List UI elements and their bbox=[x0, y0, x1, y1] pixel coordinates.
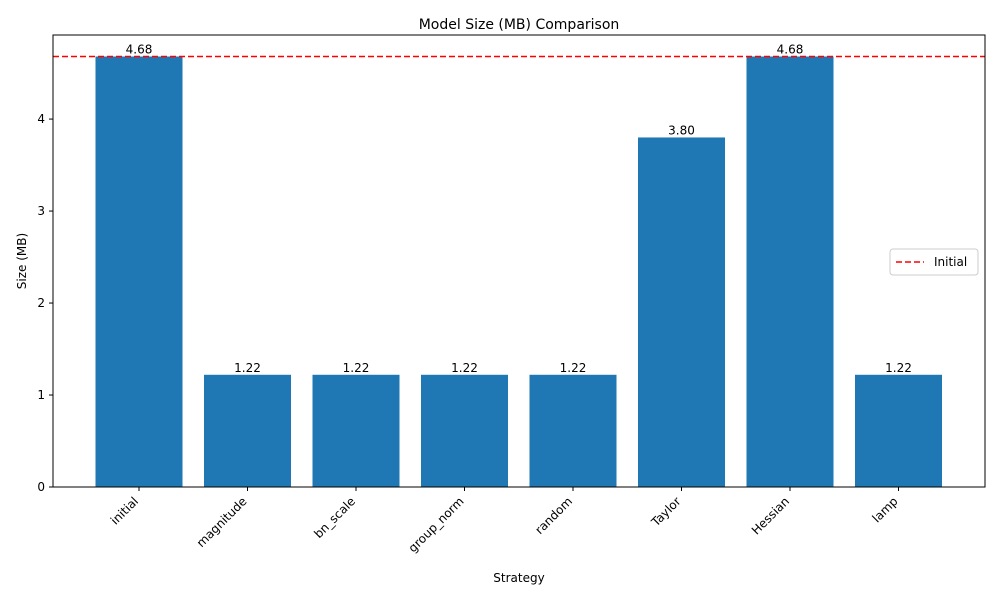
bar-value-label-random: 1.22 bbox=[560, 361, 587, 375]
x-tick-label-bn_scale: bn_scale bbox=[311, 494, 358, 541]
y-tick-label-1: 1 bbox=[37, 388, 45, 402]
bar-value-label-Taylor: 3.80 bbox=[668, 123, 695, 137]
bar-random bbox=[529, 374, 617, 487]
y-tick-label-2: 2 bbox=[37, 296, 45, 310]
legend: Initial bbox=[889, 248, 979, 276]
bar-value-label-magnitude: 1.22 bbox=[234, 361, 261, 375]
bar-initial bbox=[95, 56, 183, 488]
x-tick-label-random: random bbox=[532, 494, 575, 537]
x-tick-label-magnitude: magnitude bbox=[194, 494, 250, 550]
y-tick-label-0: 0 bbox=[37, 480, 45, 494]
legend-label-initial: Initial bbox=[934, 255, 967, 269]
bar-value-label-initial: 4.68 bbox=[126, 43, 153, 57]
bar-value-label-Hessian: 4.68 bbox=[777, 43, 804, 57]
bars-group bbox=[95, 56, 942, 488]
bar-value-label-bn_scale: 1.22 bbox=[343, 361, 370, 375]
chart-title: Model Size (MB) Comparison bbox=[419, 17, 620, 33]
bar-group_norm bbox=[421, 374, 508, 487]
x-tick-label-initial: initial bbox=[108, 494, 141, 527]
bar-value-labels: 4.68 1.22 1.22 1.22 1.22 3.80 4.68 1.22 bbox=[126, 43, 912, 375]
bar-value-label-lamp: 1.22 bbox=[885, 361, 912, 375]
x-axis-label: Strategy bbox=[493, 571, 544, 585]
y-tick-label-4: 4 bbox=[37, 112, 45, 126]
x-tick-label-group_norm: group_norm bbox=[406, 494, 467, 555]
bar-Taylor bbox=[638, 137, 725, 487]
bar-bn_scale bbox=[312, 374, 400, 487]
y-axis: 0 1 2 3 4 bbox=[37, 112, 53, 494]
x-tick-label-lamp: lamp bbox=[870, 494, 901, 525]
x-tick-label-Taylor: Taylor bbox=[648, 494, 684, 530]
plot-frame bbox=[52, 34, 986, 488]
bar-magnitude bbox=[204, 374, 291, 487]
x-axis: initial magnitude bn_scale group_norm random… bbox=[108, 487, 901, 555]
bar-lamp bbox=[855, 374, 942, 487]
legend-box bbox=[889, 248, 979, 276]
y-tick-label-3: 3 bbox=[37, 204, 45, 218]
bar-value-label-group_norm: 1.22 bbox=[451, 361, 478, 375]
bar-Hessian bbox=[746, 56, 834, 488]
y-axis-label: Size (MB) bbox=[15, 233, 29, 289]
x-tick-label-Hessian: Hessian bbox=[749, 494, 792, 537]
